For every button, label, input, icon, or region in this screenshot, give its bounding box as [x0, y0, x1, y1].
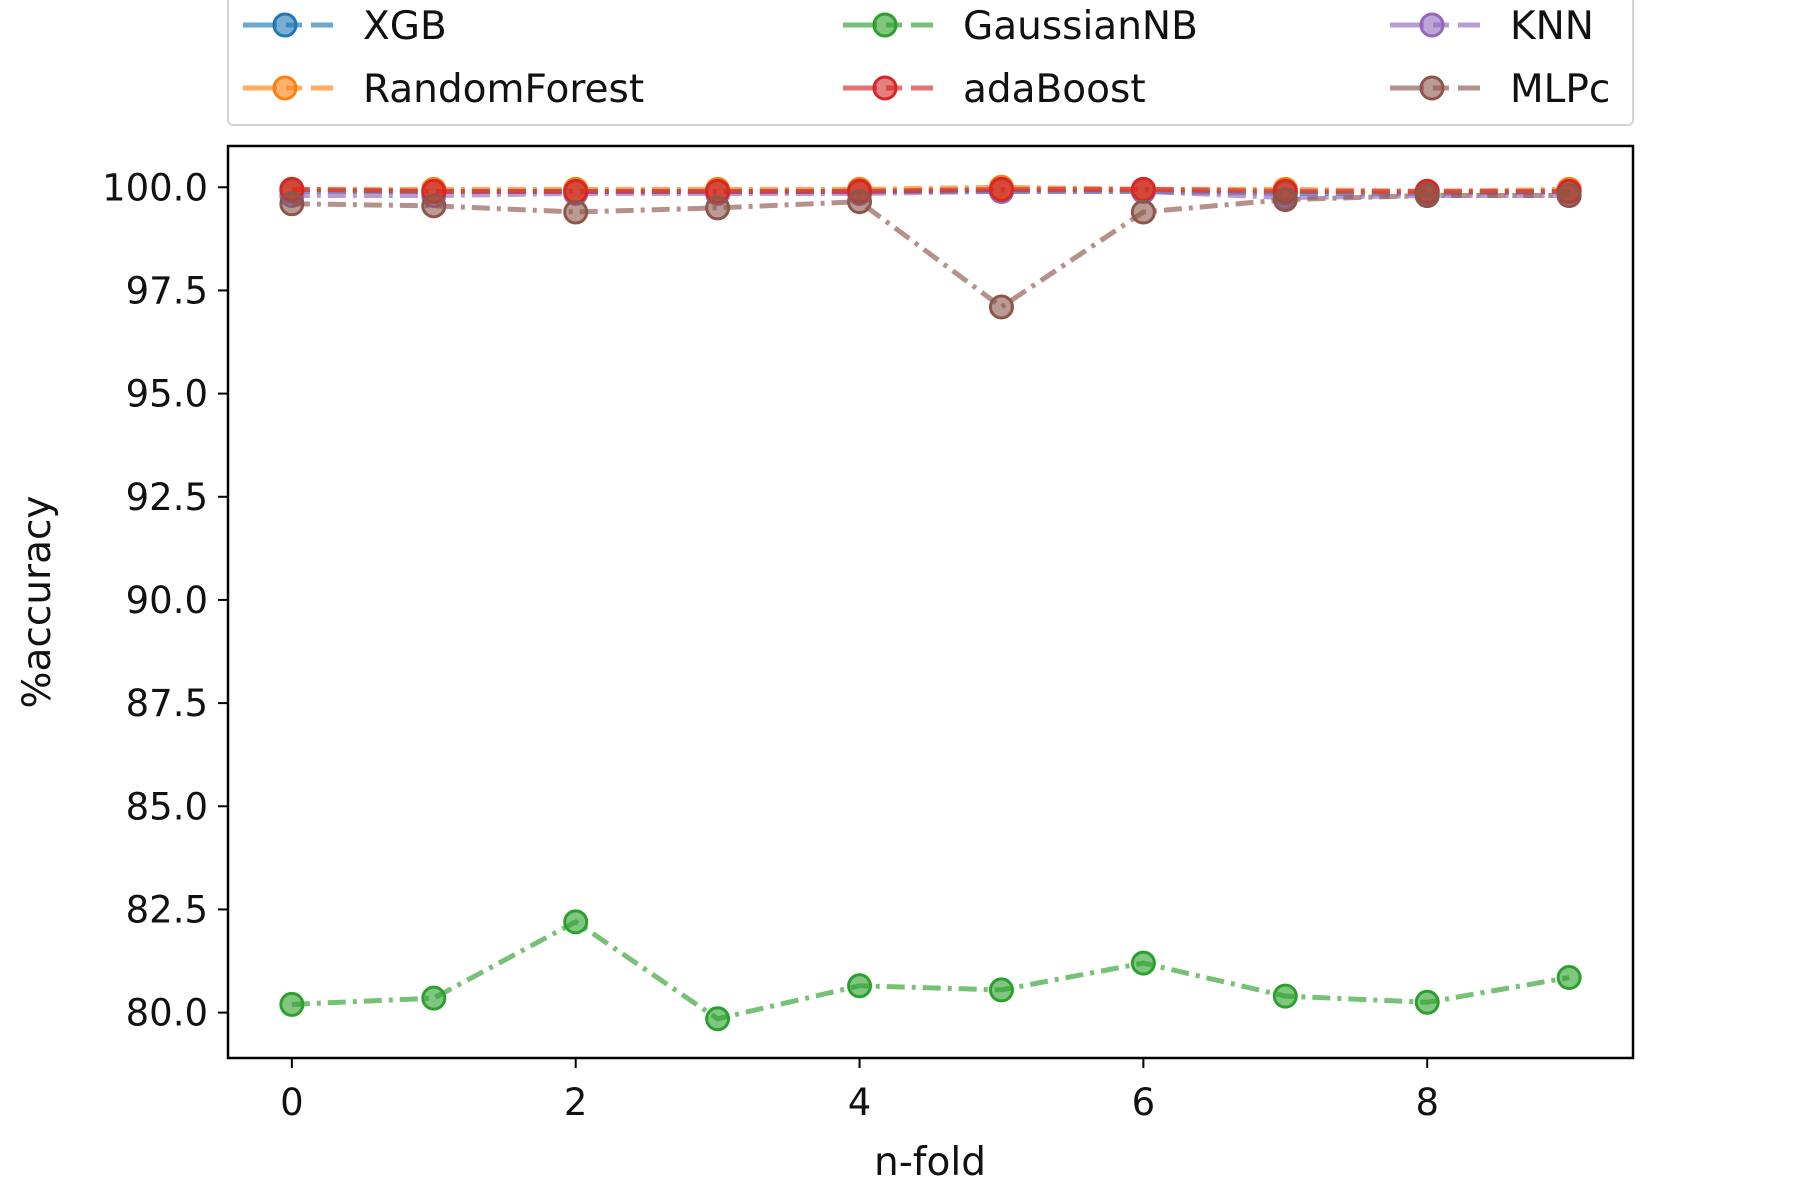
legend-frame	[227, 0, 1634, 126]
legend-item-gaussiannb: GaussianNB	[843, 4, 1198, 49]
x-tick-label: 2	[564, 1081, 588, 1124]
legend-item-xgb: XGB	[243, 4, 447, 49]
data-point	[279, 991, 305, 1017]
legend-label: adaBoost	[963, 67, 1146, 112]
legend-label: KNN	[1510, 4, 1594, 49]
y-tick-label: 100.0	[102, 166, 208, 209]
plot-frame	[226, 144, 1635, 1060]
y-tick-label: 85.0	[126, 785, 208, 828]
legend-label: MLPc	[1510, 67, 1610, 112]
data-point	[421, 985, 447, 1011]
data-point	[421, 193, 447, 219]
y-tick-label: 92.5	[126, 476, 208, 519]
data-point	[1414, 183, 1440, 209]
legend: XGB RandomForest GaussianNB adaBoost KNN MLPc	[227, 0, 1634, 126]
data-point	[1556, 183, 1582, 209]
y-tick-label: 82.5	[126, 888, 208, 931]
data-point	[1414, 989, 1440, 1015]
data-point	[847, 189, 873, 215]
legend-item-adaboost: adaBoost	[843, 67, 1146, 112]
x-tick-label: 8	[1415, 1081, 1439, 1124]
x-axis-label: n-fold	[874, 1140, 986, 1185]
series-line	[291, 186, 1570, 194]
data-point	[1272, 983, 1298, 1009]
x-tick-label: 4	[848, 1081, 872, 1124]
legend-label: XGB	[363, 4, 447, 49]
data-point	[1130, 199, 1156, 225]
data-point	[988, 176, 1014, 202]
y-tick-label: 97.5	[126, 269, 208, 312]
legend-item-knn: KNN	[1390, 4, 1594, 49]
data-point	[1130, 950, 1156, 976]
data-point	[847, 973, 873, 999]
legend-marker	[872, 75, 898, 101]
legend-marker	[872, 12, 898, 38]
x-tick-label: 0	[280, 1081, 304, 1124]
data-point	[563, 909, 589, 935]
data-point	[988, 977, 1014, 1003]
legend-marker	[1419, 12, 1445, 38]
series-mlpc	[279, 183, 1582, 320]
legend-label: GaussianNB	[963, 4, 1198, 49]
series-line	[291, 918, 1570, 1022]
data-point	[279, 191, 305, 217]
series-line	[291, 193, 1570, 310]
y-tick-label: 87.5	[126, 682, 208, 725]
data-point	[563, 178, 589, 204]
data-point	[1130, 176, 1156, 202]
legend-label: RandomForest	[363, 67, 644, 112]
data-point	[705, 1006, 731, 1032]
y-axis-label: %accuracy	[15, 495, 60, 708]
y-tick-label: 95.0	[126, 373, 208, 416]
y-tick-label: 80.0	[126, 992, 208, 1035]
legend-marker	[1419, 75, 1445, 101]
series-gaussiannb	[279, 909, 1582, 1032]
data-point	[1556, 965, 1582, 991]
data-point	[563, 199, 589, 225]
legend-item-randomforest: RandomForest	[243, 67, 644, 112]
data-point	[988, 294, 1014, 320]
legend-marker	[272, 75, 298, 101]
legend-marker	[272, 12, 298, 38]
legend-item-mlpc: MLPc	[1390, 67, 1610, 112]
plot-area: 0 2 4 6 8 80.0 82.5 85.0 87.5 90.0 92.5 95.0 97.5 10…	[102, 144, 1635, 1124]
x-tick-label: 6	[1132, 1081, 1156, 1124]
data-point	[705, 195, 731, 221]
data-point	[1272, 187, 1298, 213]
y-tick-label: 90.0	[126, 579, 208, 622]
